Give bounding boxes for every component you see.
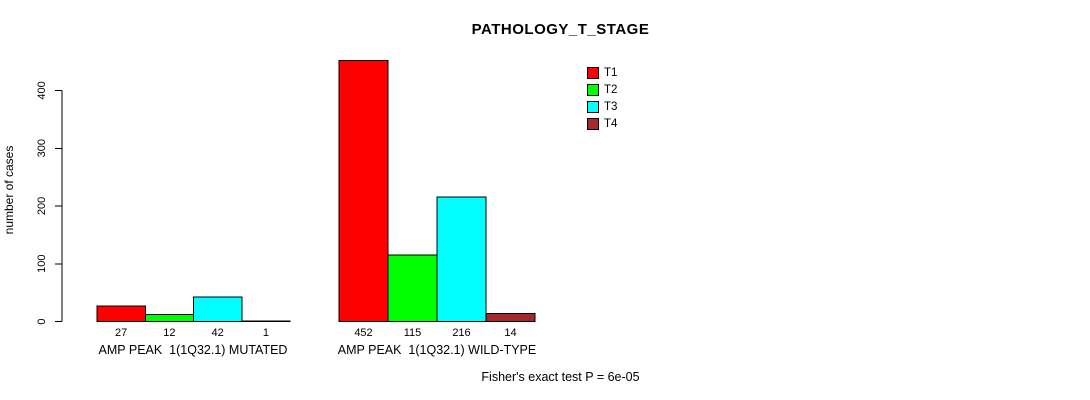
legend-item-t2: T2 bbox=[587, 81, 617, 98]
bar-value-label-t4-group1: 1 bbox=[263, 327, 269, 339]
y-axis-tick-label: 300 bbox=[36, 139, 48, 157]
y-axis-tick-label: 0 bbox=[36, 318, 48, 324]
legend: T1 T2 T3 T4 bbox=[587, 64, 617, 132]
legend-swatch-t3 bbox=[587, 100, 599, 113]
y-axis-tick-label: 400 bbox=[36, 81, 48, 99]
bar-t1-group1 bbox=[96, 305, 146, 323]
bar-value-label-t2-group1: 12 bbox=[163, 327, 175, 339]
y-axis-tick-label: 200 bbox=[36, 197, 48, 215]
x-group-label-wild-type: AMP PEAK 1(1Q32.1) WILD-TYPE bbox=[337, 343, 537, 357]
legend-label-t2: T2 bbox=[604, 83, 618, 96]
x-group-label-mutated: AMP PEAK 1(1Q32.1) MUTATED bbox=[98, 343, 288, 357]
bar-t3-group1 bbox=[193, 296, 243, 322]
y-axis-tick-label: 100 bbox=[36, 255, 48, 273]
bar-value-label-t4-group2: 14 bbox=[504, 327, 516, 339]
legend-item-t3: T3 bbox=[587, 98, 617, 115]
legend-item-t1: T1 bbox=[587, 64, 617, 81]
legend-item-t4: T4 bbox=[587, 115, 617, 132]
y-axis-title: number of cases bbox=[2, 146, 16, 235]
bar-t2-group1 bbox=[144, 314, 194, 323]
legend-swatch-t4 bbox=[587, 117, 599, 130]
bar-value-label-t2-group2: 115 bbox=[404, 327, 422, 339]
bar-value-label-t1-group1: 27 bbox=[115, 327, 127, 339]
bar-t1-group2 bbox=[338, 59, 389, 322]
legend-swatch-t2 bbox=[587, 83, 599, 96]
bar-t3-group2 bbox=[436, 196, 487, 322]
bar-t4-group1 bbox=[241, 320, 291, 322]
legend-swatch-t1 bbox=[587, 66, 599, 79]
bar-value-label-t3-group1: 42 bbox=[212, 327, 224, 339]
stat-annotation: Fisher's exact test P = 6e-05 bbox=[481, 370, 640, 384]
chart-title: PATHOLOGY_T_STAGE bbox=[471, 21, 650, 38]
legend-label-t3: T3 bbox=[604, 100, 618, 113]
bar-t4-group2 bbox=[485, 312, 536, 323]
bar-value-label-t3-group2: 216 bbox=[452, 327, 470, 339]
legend-label-t1: T1 bbox=[604, 66, 618, 79]
legend-label-t4: T4 bbox=[604, 117, 618, 130]
bar-value-label-t1-group2: 452 bbox=[354, 327, 372, 339]
bar-t2-group2 bbox=[387, 254, 438, 322]
